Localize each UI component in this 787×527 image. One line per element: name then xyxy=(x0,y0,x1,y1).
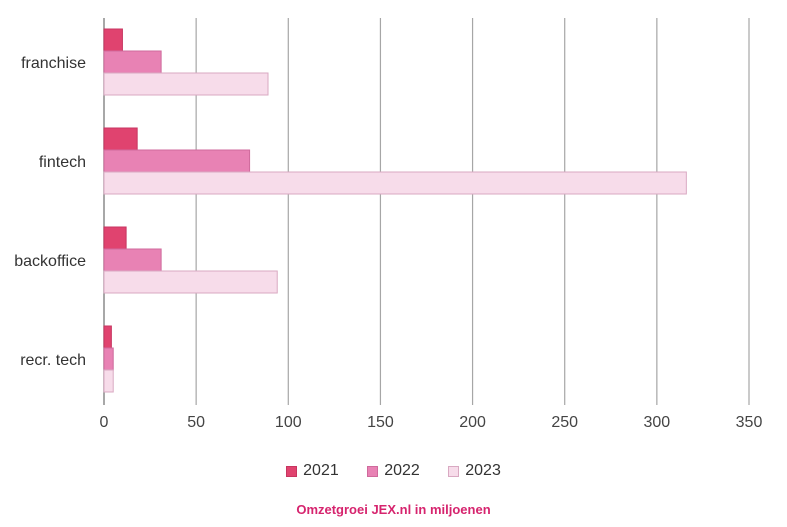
x-tick-label: 300 xyxy=(644,414,671,431)
bar-chart: franchise fintech backoffice recr. tech 0 50… xyxy=(14,18,763,431)
x-tick-labels: 0 50 100 150 200 250 300 350 xyxy=(100,414,763,431)
bar-2022-recr-tech xyxy=(103,347,114,371)
legend: 2021 2022 2023 xyxy=(0,462,787,482)
bar-2023-backoffice xyxy=(103,270,278,294)
bar-2021-franchise xyxy=(103,28,123,52)
bar-2023-fintech xyxy=(103,171,687,195)
legend-label-2022: 2022 xyxy=(384,462,420,479)
bar-2022-fintech xyxy=(103,149,251,173)
x-tick-label: 150 xyxy=(367,414,394,431)
legend-label-2021: 2021 xyxy=(303,462,339,479)
chart-caption: Omzetgroei JEX.nl in miljoenen xyxy=(296,502,491,517)
x-tick-label: 250 xyxy=(551,414,578,431)
x-tick-label: 200 xyxy=(459,414,486,431)
bar-2022-backoffice xyxy=(103,248,162,272)
legend-item-2023: 2023 xyxy=(448,462,501,480)
bar-2021-fintech xyxy=(103,127,138,151)
x-tick-label: 350 xyxy=(736,414,763,431)
bar-2021-recr-tech xyxy=(103,325,112,349)
legend-swatch-2022 xyxy=(367,465,379,477)
legend-item-2021: 2021 xyxy=(286,462,339,480)
bars xyxy=(103,28,687,393)
x-tick-label: 50 xyxy=(187,414,205,431)
legend-swatch-2021 xyxy=(286,465,298,477)
bar-2022-franchise xyxy=(103,50,162,74)
category-label: recr. tech xyxy=(20,352,86,369)
legend-item-2022: 2022 xyxy=(367,462,420,480)
category-label: franchise xyxy=(21,55,86,72)
category-label: fintech xyxy=(39,154,86,171)
bar-2021-backoffice xyxy=(103,226,127,250)
x-tick-label: 0 xyxy=(100,414,109,431)
bar-2023-recr-tech xyxy=(103,369,114,393)
category-label: backoffice xyxy=(14,253,86,270)
legend-label-2023: 2023 xyxy=(465,462,501,479)
x-tick-label: 100 xyxy=(275,414,302,431)
bar-2023-franchise xyxy=(103,72,269,96)
category-labels: franchise fintech backoffice recr. tech xyxy=(14,55,86,369)
legend-swatch-2023 xyxy=(448,465,460,477)
